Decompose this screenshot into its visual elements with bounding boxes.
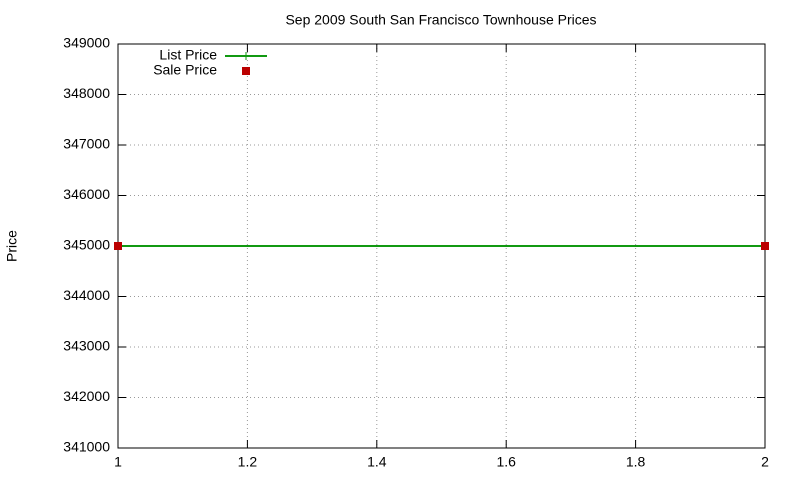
y-tick-label: 341000 bbox=[63, 439, 110, 455]
y-tick-label: 348000 bbox=[63, 85, 110, 101]
y-axis-label: Price bbox=[4, 230, 20, 262]
legend-swatch bbox=[242, 67, 250, 75]
y-tick-label: 343000 bbox=[63, 338, 110, 354]
y-tick-label: 349000 bbox=[63, 35, 110, 51]
y-tick-label: 344000 bbox=[63, 287, 110, 303]
legend-label: Sale Price bbox=[153, 62, 217, 78]
y-tick-label: 342000 bbox=[63, 388, 110, 404]
x-tick-label: 1 bbox=[114, 454, 122, 470]
chart-title: Sep 2009 South San Francisco Townhouse P… bbox=[285, 12, 596, 28]
y-tick-label: 345000 bbox=[63, 237, 110, 253]
x-tick-label: 1.4 bbox=[367, 454, 387, 470]
y-tick-label: 346000 bbox=[63, 186, 110, 202]
point bbox=[761, 242, 769, 250]
x-tick-label: 1.2 bbox=[238, 454, 258, 470]
point bbox=[114, 242, 122, 250]
x-tick-label: 1.8 bbox=[626, 454, 646, 470]
y-tick-label: 347000 bbox=[63, 136, 110, 152]
x-tick-label: 2 bbox=[761, 454, 769, 470]
x-tick-label: 1.6 bbox=[496, 454, 516, 470]
legend-label: List Price bbox=[159, 47, 217, 63]
